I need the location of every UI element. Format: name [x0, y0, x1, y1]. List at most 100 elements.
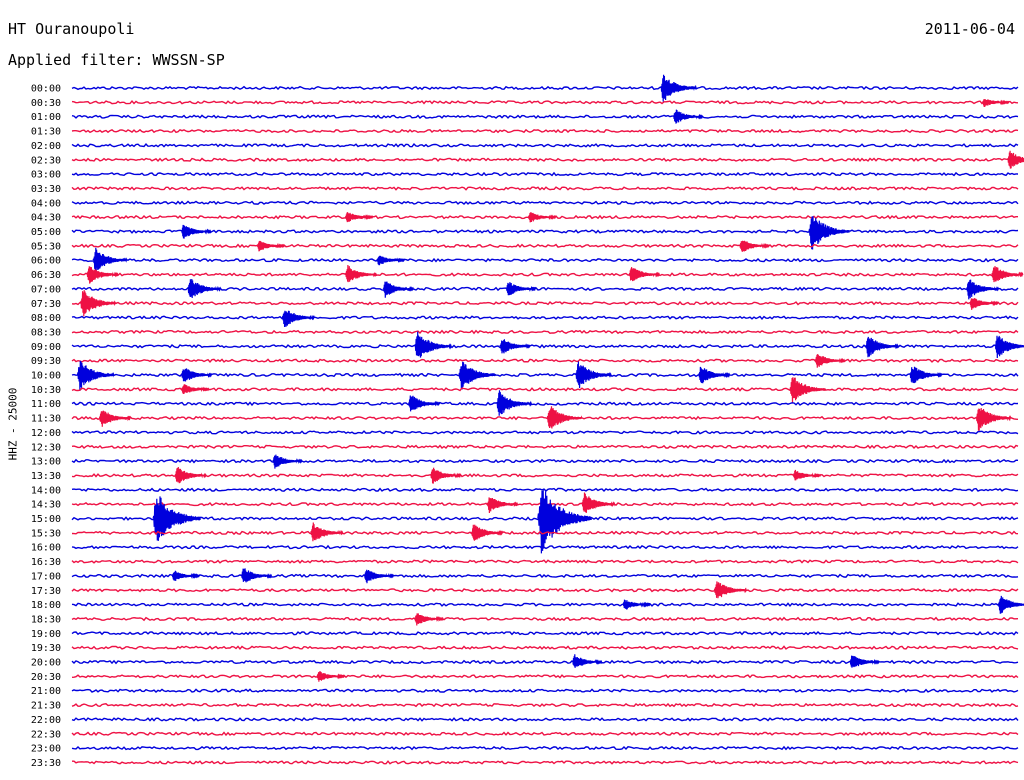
- seismic-event: [86, 266, 119, 284]
- seismic-event: [739, 240, 770, 252]
- seismic-event: [909, 366, 943, 384]
- row-time-label: 02:00: [31, 141, 61, 152]
- seismic-event: [281, 310, 315, 328]
- trace-line: [71, 272, 1019, 277]
- row-time-label: 19:30: [31, 643, 61, 654]
- seismic-event: [628, 267, 660, 282]
- trace-line: [71, 559, 1019, 564]
- row-time-label: 03:30: [31, 184, 61, 195]
- seismic-event: [997, 595, 1024, 614]
- trace-line: [71, 315, 1019, 320]
- trace-line: [71, 329, 1019, 335]
- row-time-label: 12:00: [31, 428, 61, 439]
- station-title: HT Ouranoupoli: [8, 20, 135, 38]
- row-time-label: 14:30: [31, 500, 61, 511]
- trace-line: [71, 544, 1019, 550]
- trace-line: [71, 128, 1019, 134]
- seismic-event: [496, 390, 533, 416]
- trace-line: [71, 602, 1019, 607]
- row-time-label: 07:30: [31, 299, 61, 310]
- seismic-event: [408, 395, 441, 412]
- seismic-event: [527, 212, 557, 223]
- trace-line: [71, 200, 1019, 206]
- row-time-label: 14:00: [31, 485, 61, 496]
- trace-line: [72, 760, 1019, 765]
- row-time-label: 21:30: [31, 701, 61, 712]
- seismic-event: [672, 109, 704, 124]
- trace-line: [71, 387, 1019, 392]
- seismic-event: [713, 581, 747, 599]
- trace-line: [71, 143, 1019, 148]
- seismic-event: [76, 360, 115, 391]
- trace-line: [71, 157, 1019, 163]
- row-time-label: 04:00: [31, 198, 61, 209]
- seismic-event: [546, 406, 583, 429]
- seismic-event: [316, 671, 346, 682]
- row-time-label: 19:00: [31, 629, 61, 640]
- seismic-event: [622, 599, 651, 610]
- trace-line: [71, 430, 1019, 435]
- seismic-event: [414, 613, 444, 626]
- row-time-label: 02:30: [31, 155, 61, 166]
- seismic-event: [789, 377, 827, 404]
- row-time-label: 13:30: [31, 471, 61, 482]
- row-time-label: 17:00: [31, 571, 61, 582]
- trace-line: [71, 372, 1019, 378]
- row-time-label: 06:30: [31, 270, 61, 281]
- row-time-label: 23:30: [31, 758, 61, 769]
- trace-line: [71, 343, 1019, 349]
- trace-line: [71, 688, 1019, 693]
- row-time-label: 00:30: [31, 98, 61, 109]
- row-time-label: 16:30: [31, 557, 61, 568]
- row-time-label: 11:30: [31, 414, 61, 425]
- trace-line: [71, 717, 1019, 722]
- seismic-event: [571, 654, 603, 668]
- trace-line: [71, 458, 1019, 464]
- trace-line: [71, 243, 1019, 249]
- seismic-event: [537, 489, 592, 554]
- seismic-event: [382, 281, 414, 298]
- trace-line: [71, 645, 1019, 651]
- row-time-label: 04:30: [31, 213, 61, 224]
- trace-line: [71, 731, 1019, 737]
- row-time-label: 05:00: [31, 227, 61, 238]
- seismic-event: [660, 74, 697, 102]
- seismic-event: [272, 454, 303, 469]
- row-time-label: 07:00: [31, 284, 61, 295]
- seismic-event: [1007, 150, 1024, 169]
- row-time-label: 16:00: [31, 543, 61, 554]
- trace-line: [71, 229, 1019, 234]
- trace-line: [71, 401, 1019, 407]
- seismic-event: [458, 361, 496, 390]
- seismic-event: [975, 407, 1012, 431]
- row-time-label: 15:00: [31, 514, 61, 525]
- trace-line: [71, 85, 1019, 91]
- seismic-event: [581, 492, 616, 513]
- seismic-event: [344, 212, 374, 223]
- row-time-label: 18:00: [31, 600, 61, 611]
- seismic-event: [808, 216, 850, 250]
- row-time-label: 01:30: [31, 127, 61, 138]
- seismic-event: [414, 331, 452, 358]
- seismic-event: [256, 240, 286, 252]
- seismic-event: [376, 255, 405, 266]
- row-time-label: 06:00: [31, 256, 61, 267]
- trace-line: [71, 300, 1019, 306]
- row-time-label: 17:30: [31, 586, 61, 597]
- seismic-event: [171, 570, 201, 581]
- seismic-event: [240, 568, 273, 583]
- seismic-event: [152, 496, 201, 541]
- row-time-label: 22:00: [31, 715, 61, 726]
- seismic-event: [344, 264, 378, 283]
- trace-line: [71, 114, 1019, 120]
- seismic-event: [98, 410, 132, 427]
- seismic-event: [92, 247, 128, 272]
- filter-label: Applied filter: WWSSN-SP: [8, 51, 225, 69]
- seismic-event: [792, 469, 822, 481]
- row-time-label: 22:30: [31, 729, 61, 740]
- seismic-event: [865, 336, 900, 358]
- seismic-event: [471, 524, 504, 541]
- seismic-event: [430, 467, 462, 484]
- seismic-event: [486, 497, 519, 514]
- seismic-event: [174, 466, 207, 484]
